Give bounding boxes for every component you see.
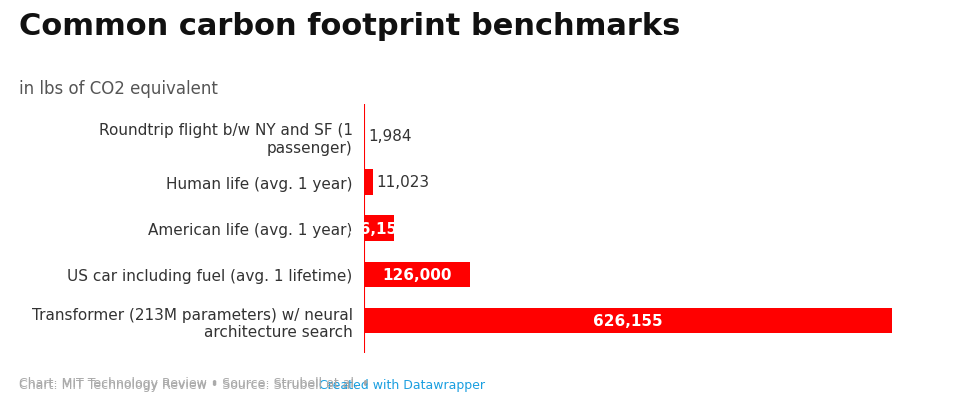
Text: Chart: MIT Technology Review • Source: Strubell et al. •: Chart: MIT Technology Review • Source: S… bbox=[19, 379, 373, 391]
Bar bbox=[364, 216, 394, 241]
Text: 1,984: 1,984 bbox=[368, 129, 412, 144]
Text: Created with Datawrapper: Created with Datawrapper bbox=[320, 379, 485, 391]
Text: Chart: MIT Technology Review • Source: Strubell et al. •: Chart: MIT Technology Review • Source: S… bbox=[19, 376, 373, 389]
Bar bbox=[364, 170, 373, 195]
Text: Chart: MIT Technology Review • Source: Strubell et al. • Created with Datawrappe: Chart: MIT Technology Review • Source: S… bbox=[19, 376, 540, 389]
Bar bbox=[364, 308, 892, 333]
Text: 626,155: 626,155 bbox=[593, 313, 663, 328]
Bar bbox=[364, 124, 366, 149]
Text: in lbs of CO2 equivalent: in lbs of CO2 equivalent bbox=[19, 80, 218, 98]
Text: 11,023: 11,023 bbox=[376, 175, 430, 190]
Text: 36,156: 36,156 bbox=[349, 221, 409, 236]
Text: Common carbon footprint benchmarks: Common carbon footprint benchmarks bbox=[19, 12, 680, 41]
Bar bbox=[364, 262, 470, 287]
Text: 126,000: 126,000 bbox=[382, 267, 452, 282]
